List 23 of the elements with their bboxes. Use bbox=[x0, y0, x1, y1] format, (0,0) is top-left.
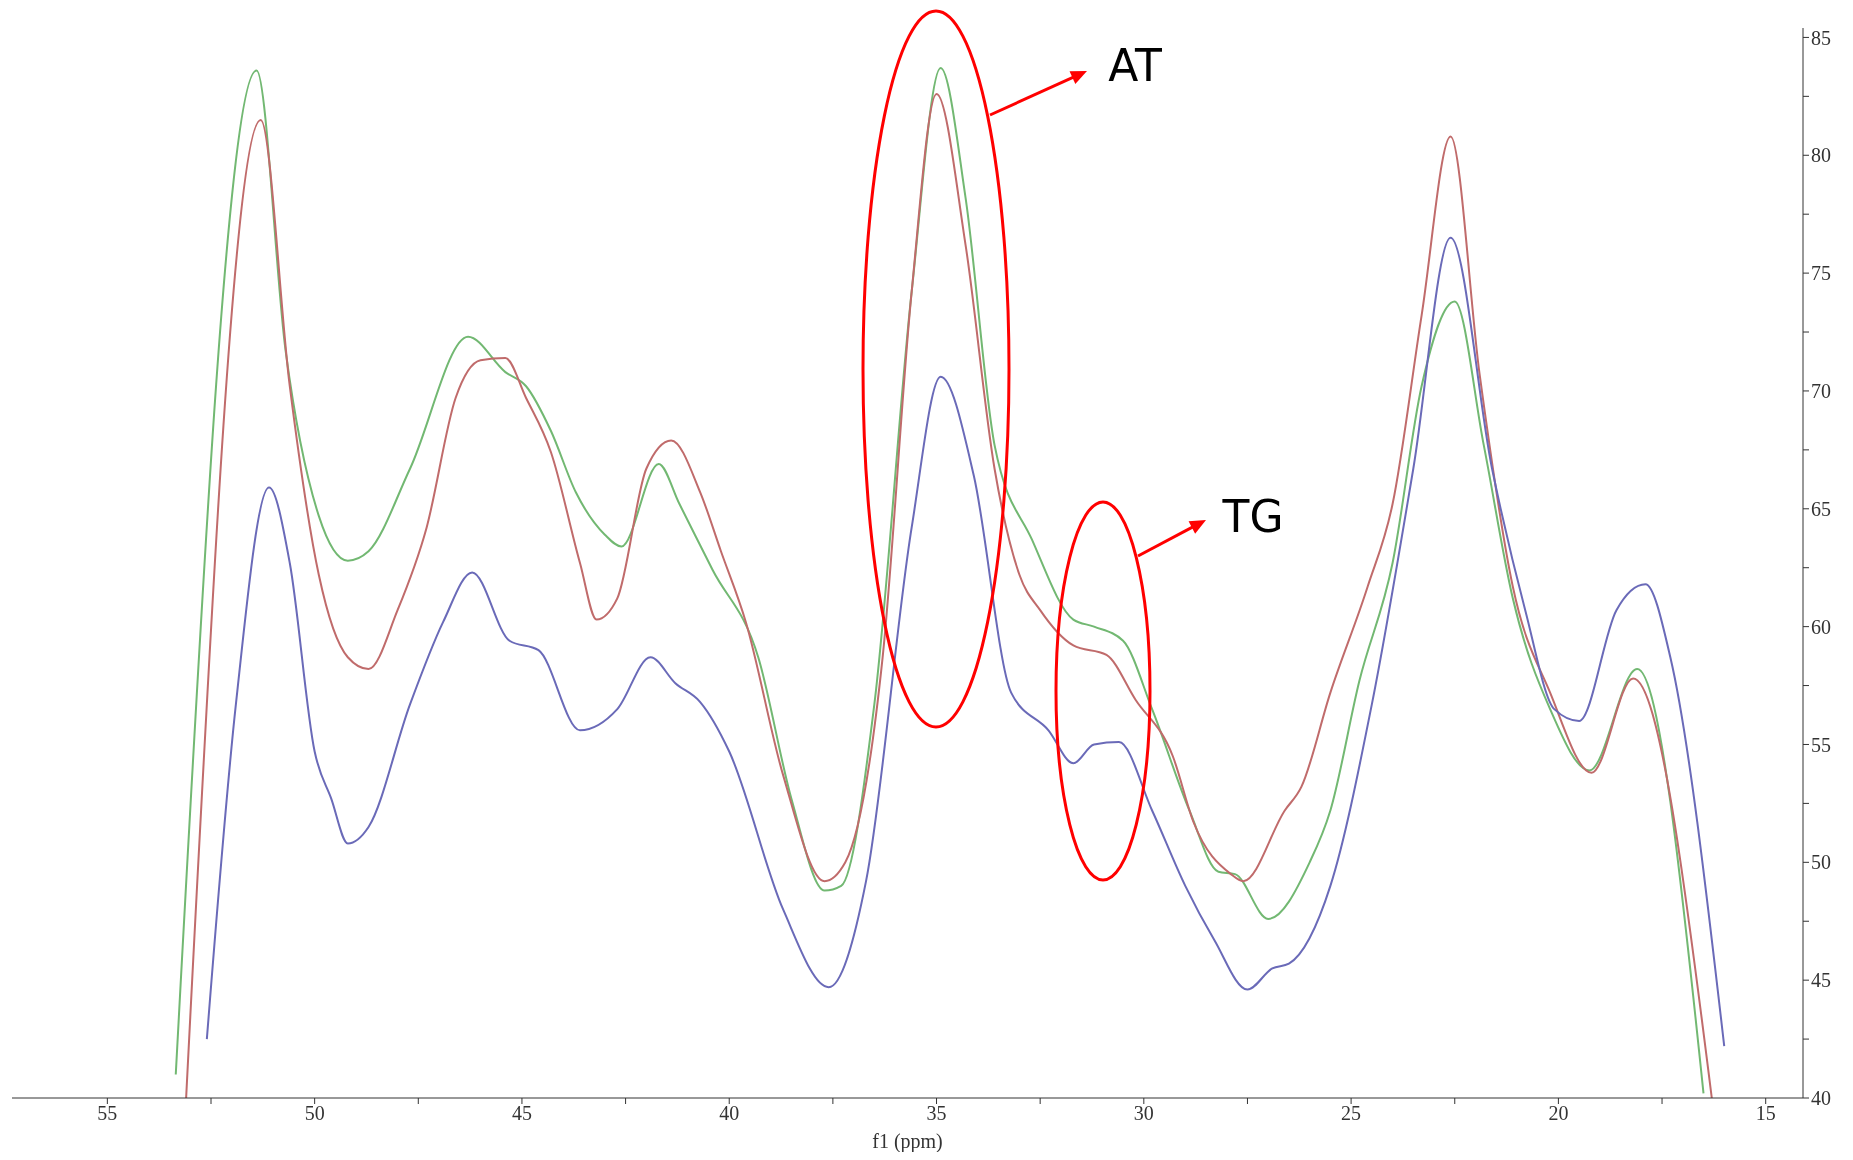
x-tick-label: 20 bbox=[1548, 1102, 1569, 1125]
y-tick-label: 80 bbox=[1811, 144, 1831, 167]
x-tick-label: 45 bbox=[511, 1102, 532, 1125]
y-tick-label: 50 bbox=[1811, 851, 1831, 874]
line-series bbox=[205, 236, 1726, 1048]
y-tick-label: 40 bbox=[1811, 1087, 1831, 1110]
annotation: AT bbox=[1108, 39, 1162, 91]
x-axis-title: f1 (ppm) bbox=[872, 1130, 943, 1153]
y-tick-label: 65 bbox=[1811, 497, 1831, 520]
x-tick-label: 50 bbox=[304, 1102, 325, 1125]
y-tick-label: 45 bbox=[1811, 969, 1831, 992]
annotation: TG bbox=[1221, 490, 1284, 542]
x-tick-label: 15 bbox=[1755, 1102, 1776, 1125]
x-tick-label: 40 bbox=[719, 1102, 740, 1125]
y-tick-label: 60 bbox=[1811, 615, 1831, 638]
y-tick-label: 85 bbox=[1811, 26, 1831, 49]
y-tick-label: 55 bbox=[1811, 733, 1831, 756]
x-tick-label: 25 bbox=[1341, 1102, 1362, 1125]
x-tick-label: 55 bbox=[97, 1102, 118, 1125]
x-tick-label: 30 bbox=[1133, 1102, 1154, 1125]
y-tick-label: 75 bbox=[1811, 262, 1831, 285]
x-tick-label: 35 bbox=[926, 1102, 947, 1125]
y-tick-label: 70 bbox=[1811, 380, 1831, 403]
